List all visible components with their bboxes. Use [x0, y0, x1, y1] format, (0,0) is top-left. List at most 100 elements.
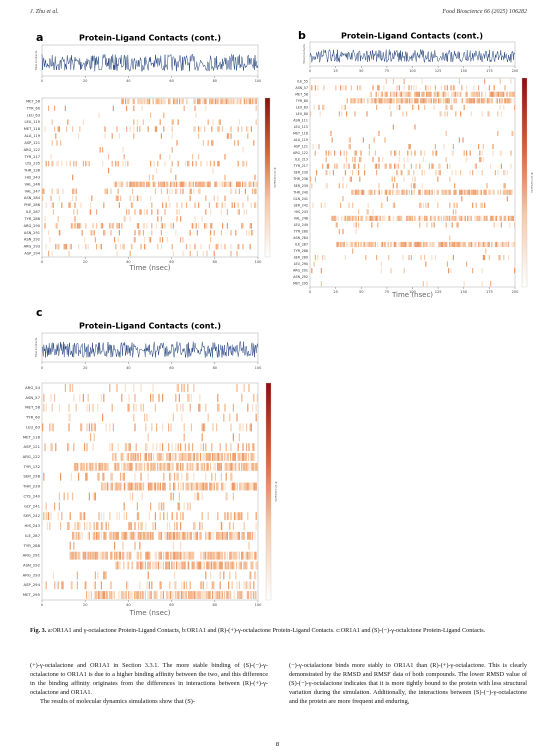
contact-stripe — [477, 215, 480, 221]
contact-stripe — [314, 255, 316, 261]
contact-stripe — [171, 181, 173, 188]
contact-stripe — [206, 581, 208, 590]
contact-stripe — [162, 561, 164, 570]
contact-stripe — [169, 98, 171, 105]
contact-stripe — [232, 551, 234, 560]
contact-stripe — [67, 119, 69, 125]
contact-stripe — [188, 160, 190, 167]
contact-stripe — [193, 188, 195, 195]
contact-stripe — [94, 581, 96, 590]
contact-stripe — [218, 551, 220, 560]
contact-stripe — [247, 581, 249, 590]
contact-stripe — [245, 482, 247, 491]
contact-stripe — [500, 98, 502, 104]
contact-stripe — [449, 235, 451, 241]
contact-stripe — [397, 189, 400, 195]
contact-stripe — [197, 453, 199, 461]
contact-stripe — [249, 98, 251, 105]
contact-stripe — [244, 462, 246, 471]
contact-stripe — [167, 591, 169, 599]
contact-stripe — [491, 241, 493, 248]
contact-stripe — [130, 531, 132, 540]
panel-title: Protein-Ligand Contacts (cont.) — [341, 32, 483, 41]
contact-stripe — [237, 462, 239, 471]
contact-stripe — [226, 181, 228, 188]
contact-stripe — [120, 472, 122, 481]
contact-stripe — [505, 241, 507, 248]
contact-stripe — [88, 591, 90, 599]
contact-stripe — [248, 384, 250, 392]
contact-stripe — [171, 531, 173, 540]
x-tick-label: 200 — [512, 290, 520, 294]
contact-stripe — [378, 85, 380, 91]
contact-stripe — [341, 241, 343, 248]
contact-stripe — [443, 144, 445, 150]
contact-stripe — [431, 255, 433, 261]
contact-stripe — [173, 561, 175, 570]
contact-stripe — [102, 482, 104, 491]
contact-stripe — [64, 384, 66, 392]
contact-stripe — [45, 202, 47, 208]
contact-stripe — [474, 215, 476, 221]
contact-stripe — [230, 230, 232, 236]
contact-stripe — [131, 453, 133, 461]
contact-stripe — [151, 462, 153, 471]
contact-stripe — [98, 472, 100, 481]
contact-stripe — [141, 531, 143, 540]
contact-stripe — [211, 581, 213, 590]
contact-stripe — [207, 453, 209, 461]
contact-stripe — [503, 255, 505, 261]
contact-stripe — [144, 413, 146, 422]
contact-stripe — [111, 443, 113, 452]
contact-stripe — [180, 522, 182, 530]
contact-stripe — [328, 150, 330, 156]
contact-stripe — [325, 183, 327, 189]
contact-stripe — [204, 98, 206, 105]
contact-stripe — [109, 384, 111, 392]
contact-stripe — [224, 181, 226, 188]
contact-stripe — [439, 241, 441, 248]
contact-stripe — [452, 255, 454, 261]
contact-stripe — [410, 91, 412, 97]
contact-stripe — [198, 202, 200, 208]
contact-stripe — [226, 551, 228, 560]
contact-stripe — [323, 104, 325, 110]
contact-stripe — [146, 223, 148, 229]
contact-stripe — [71, 551, 74, 560]
contact-stripe — [57, 160, 59, 167]
contact-stripe — [482, 157, 484, 163]
contact-stripe — [224, 551, 226, 560]
contact-stripe — [205, 531, 207, 540]
contact-stripe — [200, 531, 202, 540]
contact-stripe — [176, 551, 178, 560]
contact-stripe — [242, 482, 244, 491]
contact-stripe — [133, 413, 135, 422]
contact-stripe — [215, 453, 217, 461]
contact-stripe — [174, 581, 176, 590]
contact-stripe — [201, 462, 203, 471]
contact-stripe — [237, 209, 239, 215]
contact-stripe — [203, 181, 205, 188]
contact-stripe — [124, 531, 126, 540]
contact-stripe — [136, 502, 138, 511]
contact-stripe — [435, 91, 437, 97]
contact-stripe — [114, 453, 116, 461]
contact-stripe — [487, 241, 489, 248]
contact-stripe — [140, 462, 142, 471]
contact-stripe — [451, 91, 453, 97]
contact-stripe — [494, 215, 496, 221]
top-x-tick-label: 40 — [126, 79, 130, 83]
contact-stripe — [247, 462, 249, 471]
contact-stripe — [242, 147, 244, 153]
contact-stripe — [252, 591, 254, 599]
contact-stripe — [69, 551, 71, 560]
contact-stripe — [146, 98, 148, 105]
contact-stripe — [80, 512, 82, 521]
contact-stripe — [250, 561, 252, 570]
contact-stripe — [449, 202, 451, 208]
contact-stripe — [159, 181, 161, 188]
contact-stripe — [465, 98, 467, 104]
contact-stripe — [480, 215, 482, 221]
contact-stripe — [228, 98, 230, 105]
contact-stripe — [403, 163, 405, 169]
